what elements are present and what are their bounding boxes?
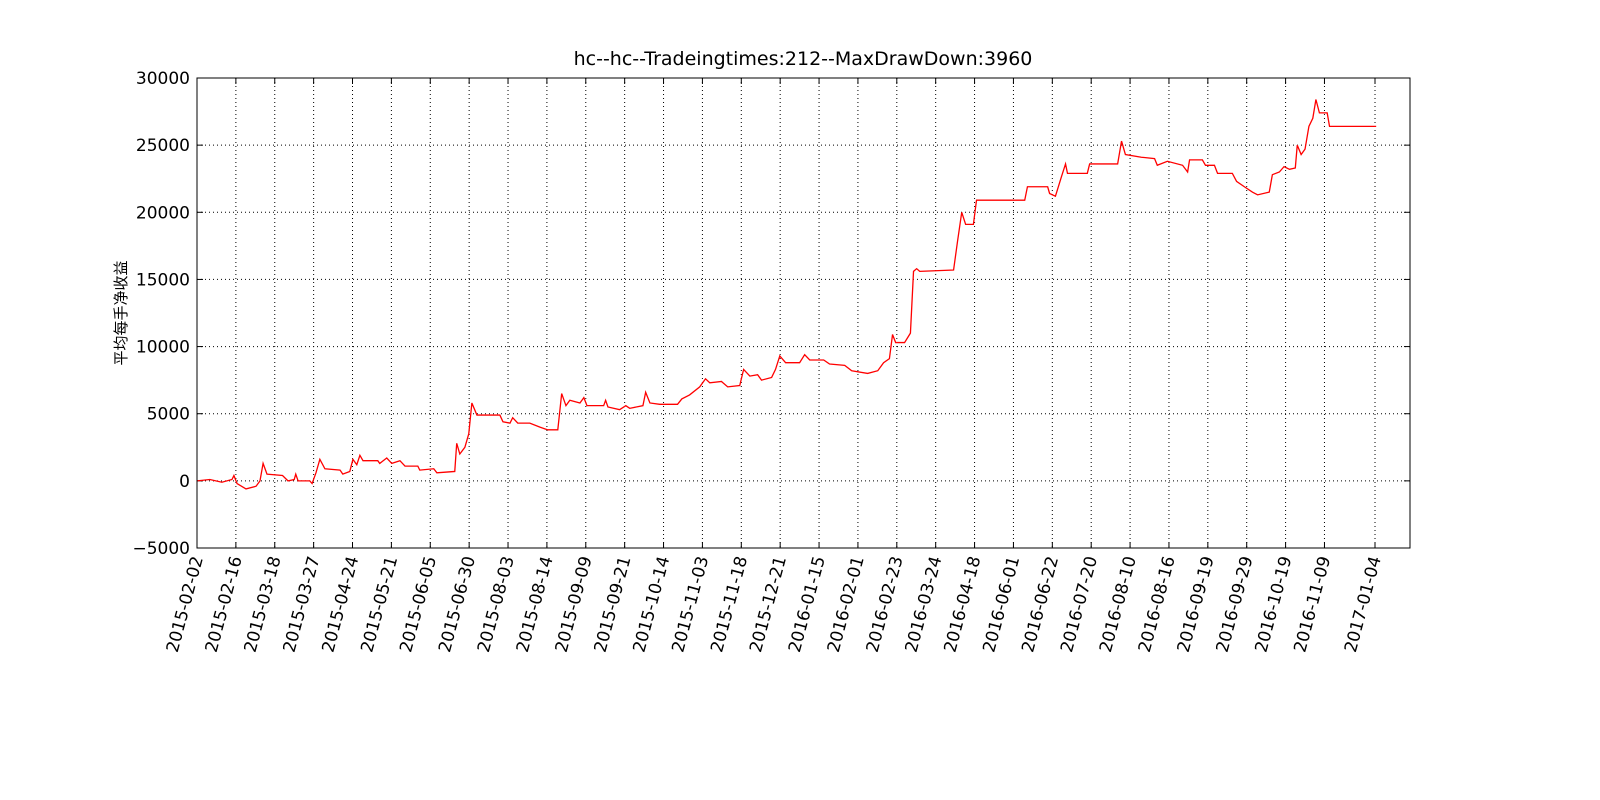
chart-title: hc--hc--Tradeingtimes:212--MaxDrawDown:3…: [574, 48, 1033, 70]
x-tick-label: 2015-11-18: [707, 554, 752, 655]
y-tick-label: 15000: [136, 270, 190, 290]
x-tick-label: 2015-08-14: [513, 554, 558, 655]
x-tick-label: 2016-01-15: [785, 554, 830, 655]
y-axis-label: 平均每手净收益: [112, 260, 130, 365]
x-tick-label: 2016-02-23: [863, 554, 908, 655]
x-tick-label: 2016-06-01: [979, 554, 1024, 655]
x-tick-label: 2015-05-21: [357, 554, 402, 655]
x-tick-label: 2015-06-05: [396, 554, 441, 655]
y-tick-label: −5000: [132, 539, 190, 559]
x-tick-label: 2016-03-24: [902, 554, 947, 655]
x-tick-label: 2015-09-09: [552, 554, 597, 655]
x-tick-label: 2015-11-03: [668, 554, 713, 655]
x-tick-label: 2015-12-21: [746, 554, 791, 655]
y-tick-label: 25000: [136, 136, 190, 156]
x-tick-label: 2015-08-03: [474, 554, 519, 655]
x-tick-label: 2015-10-14: [629, 554, 674, 655]
y-tick-label: 0: [179, 472, 190, 492]
x-tick-label: 2016-09-29: [1213, 554, 1258, 655]
x-tick-label: 2015-09-21: [591, 554, 636, 655]
x-tick-label: 2016-11-09: [1290, 554, 1335, 655]
x-tick-label: 2015-03-18: [241, 554, 286, 655]
y-tick-label: 5000: [147, 405, 190, 425]
y-tick-label: 10000: [136, 338, 190, 358]
x-tick-label: 2016-10-19: [1252, 554, 1297, 655]
y-tick-label: 30000: [136, 69, 190, 89]
plot-frame: [196, 77, 1411, 549]
x-tick-label: 2016-07-20: [1057, 554, 1102, 655]
x-tick-label: 2015-06-30: [435, 554, 480, 655]
x-tick-label: 2016-08-10: [1096, 554, 1141, 655]
x-tick-label: 2016-04-18: [941, 554, 986, 655]
x-tick-label: 2015-04-24: [318, 554, 363, 655]
data-line: [196, 99, 1377, 490]
x-tick-label: 2016-02-01: [824, 554, 869, 655]
x-tick-label: 2015-02-02: [163, 554, 208, 655]
x-tick-label: 2016-09-19: [1174, 554, 1219, 655]
x-tick-label: 2016-06-22: [1018, 554, 1063, 655]
x-tick-label: 2017-01-04: [1341, 554, 1386, 655]
x-tick-label: 2016-08-16: [1135, 554, 1180, 655]
y-tick-label: 20000: [136, 203, 190, 223]
x-tick-label: 2015-03-27: [280, 554, 325, 655]
x-tick-label: 2015-02-16: [202, 554, 247, 655]
